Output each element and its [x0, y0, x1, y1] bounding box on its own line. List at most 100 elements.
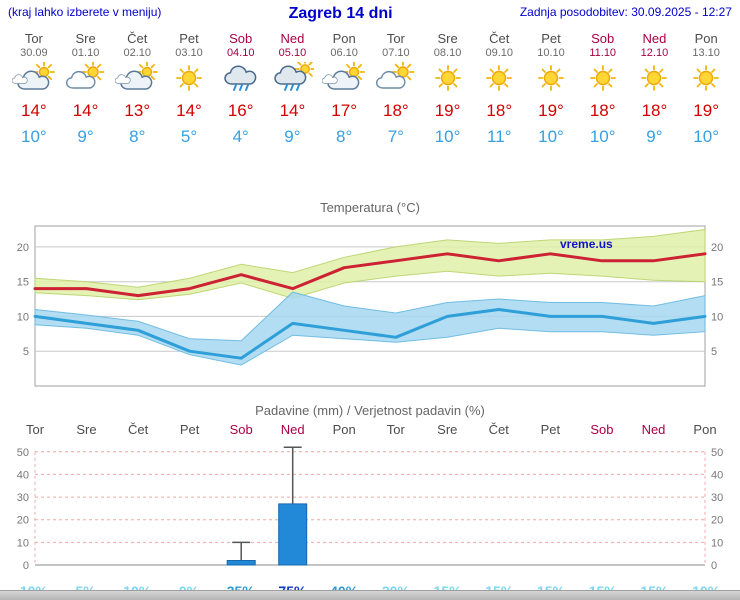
day-date: 13.10: [692, 47, 720, 59]
temperature-chart: Temperatura (°C) 5 5 10 10 15 15 20 20 vreme.us: [17, 200, 723, 387]
max-temperature: 14°: [20, 101, 47, 120]
weather-icon-cell: [215, 60, 267, 97]
sunny-icon: [538, 65, 564, 91]
min-temperature: 10°: [20, 127, 47, 146]
day-name: Pon: [332, 31, 356, 46]
weather-icon-cell: [473, 60, 525, 97]
last-updated: Zadnja posodobitev: 30.09.2025 - 12:27: [519, 5, 732, 19]
day-column-12.10: Ned 12.10 18° 9°: [629, 26, 681, 156]
max-temperature: 18°: [641, 101, 668, 120]
weather-icon-cell: [8, 60, 60, 97]
y-tick-label: 20: [17, 515, 29, 527]
partly-sunny-icon: [65, 62, 104, 89]
day-date: 10.10: [537, 47, 565, 59]
precip-bar: [226, 560, 256, 566]
sunny-icon: [434, 65, 461, 91]
page-title: Zagreb 14 dni: [288, 5, 393, 22]
x-day-label: Pet: [541, 422, 561, 437]
y-tick-label: 20: [711, 515, 723, 527]
temp-chart-title: Temperatura (°C): [320, 200, 420, 215]
min-temperature: 10°: [693, 127, 719, 146]
day-name: Sob: [229, 31, 253, 46]
day-name: Sob: [591, 31, 615, 46]
y-tick-label: 0: [23, 560, 29, 572]
x-day-label: Pon: [693, 422, 716, 437]
day-column-03.10: Pet 03.10 14° 5°: [163, 26, 215, 156]
y-tick-label: 10: [711, 311, 723, 323]
day-name: Ned: [280, 31, 305, 46]
day-date: 01.10: [71, 47, 100, 59]
min-temperature: 8°: [336, 127, 353, 146]
day-column-13.10: Pon 13.10 19° 10°: [680, 26, 732, 156]
x-day-label: Sob: [590, 422, 613, 437]
weather-icon-cell: [577, 60, 629, 97]
max-temperature: 14°: [176, 101, 202, 120]
max-temperature: 18°: [486, 101, 513, 120]
day-name: Čet: [127, 31, 148, 46]
y-tick-label: 5: [23, 346, 29, 358]
day-date: 06.10: [330, 47, 358, 59]
x-day-label: Tor: [387, 422, 406, 437]
y-tick-label: 15: [711, 277, 723, 289]
forecast-day-strip: Tor 30.09 14° 10° Sre 01.10 14° 9° Čet 02.10 13° 8°…: [0, 26, 740, 156]
watermark: vreme.us: [560, 237, 613, 251]
min-temperature: 4°: [232, 127, 249, 146]
x-day-label: Ned: [642, 422, 666, 437]
day-column-11.10: Sob 11.10 18° 10°: [577, 26, 629, 156]
day-name: Sre: [75, 31, 96, 46]
sunny-icon: [641, 65, 668, 91]
min-temperature: 7°: [387, 127, 404, 146]
max-temperature: 19°: [434, 101, 461, 120]
day-date: 07.10: [382, 47, 410, 59]
y-tick-label: 30: [17, 492, 29, 504]
x-day-label: Ned: [281, 422, 305, 437]
day-name: Sre: [437, 31, 458, 46]
y-tick-label: 40: [17, 469, 29, 481]
sunny-icon: [176, 65, 202, 91]
max-temperature: 19°: [693, 101, 719, 120]
rain-sun-icon: [274, 62, 315, 91]
min-temperature: 10°: [538, 127, 564, 146]
y-tick-label: 15: [17, 277, 29, 289]
max-temperature: 19°: [538, 101, 564, 120]
min-temperature-range: [34, 291, 706, 366]
day-date: 12.10: [640, 47, 669, 59]
y-tick-label: 50: [17, 447, 29, 459]
day-name: Ned: [642, 31, 667, 46]
min-temperature: 11°: [487, 127, 512, 146]
horizontal-scrollbar[interactable]: [0, 590, 740, 600]
x-day-label: Pon: [333, 422, 356, 437]
max-temperature: 18°: [382, 101, 409, 120]
min-temperature: 9°: [646, 127, 663, 146]
day-name: Tor: [386, 31, 405, 46]
x-day-label: Sre: [76, 422, 96, 437]
day-column-05.10: Ned 05.10 14° 9°: [267, 26, 319, 156]
y-tick-label: 30: [711, 492, 723, 504]
mostly-cloudy-icon: [11, 62, 55, 90]
day-column-30.09: Tor 30.09 14° 10°: [8, 26, 60, 156]
weather-icon-cell: [60, 60, 112, 97]
mostly-cloudy-icon: [115, 62, 159, 90]
weather-icon-cell: [629, 60, 681, 97]
day-column-02.10: Čet 02.10 13° 8°: [111, 26, 163, 156]
day-name: Pet: [179, 31, 199, 46]
max-temperature: 14°: [72, 101, 99, 120]
day-name: Tor: [24, 31, 43, 46]
day-column-09.10: Čet 09.10 18° 11°: [473, 26, 525, 156]
weather-icon-cell: [525, 60, 577, 97]
y-tick-label: 0: [711, 560, 717, 572]
day-date: 09.10: [485, 47, 514, 59]
day-column-10.10: Pet 10.10 19° 10°: [525, 26, 577, 156]
y-tick-label: 50: [711, 447, 723, 459]
y-tick-label: 20: [17, 242, 29, 254]
max-temperature: 18°: [589, 101, 616, 120]
mostly-cloudy-icon: [322, 62, 366, 90]
min-temperature: 10°: [434, 127, 461, 146]
day-date: 08.10: [433, 47, 462, 59]
day-name: Pon: [694, 31, 718, 46]
min-temperature: 10°: [589, 127, 616, 146]
x-day-label: Tor: [26, 422, 45, 437]
y-tick-label: 10: [711, 537, 723, 549]
min-temperature: 9°: [77, 127, 94, 146]
weather-icon-cell: [422, 60, 474, 97]
